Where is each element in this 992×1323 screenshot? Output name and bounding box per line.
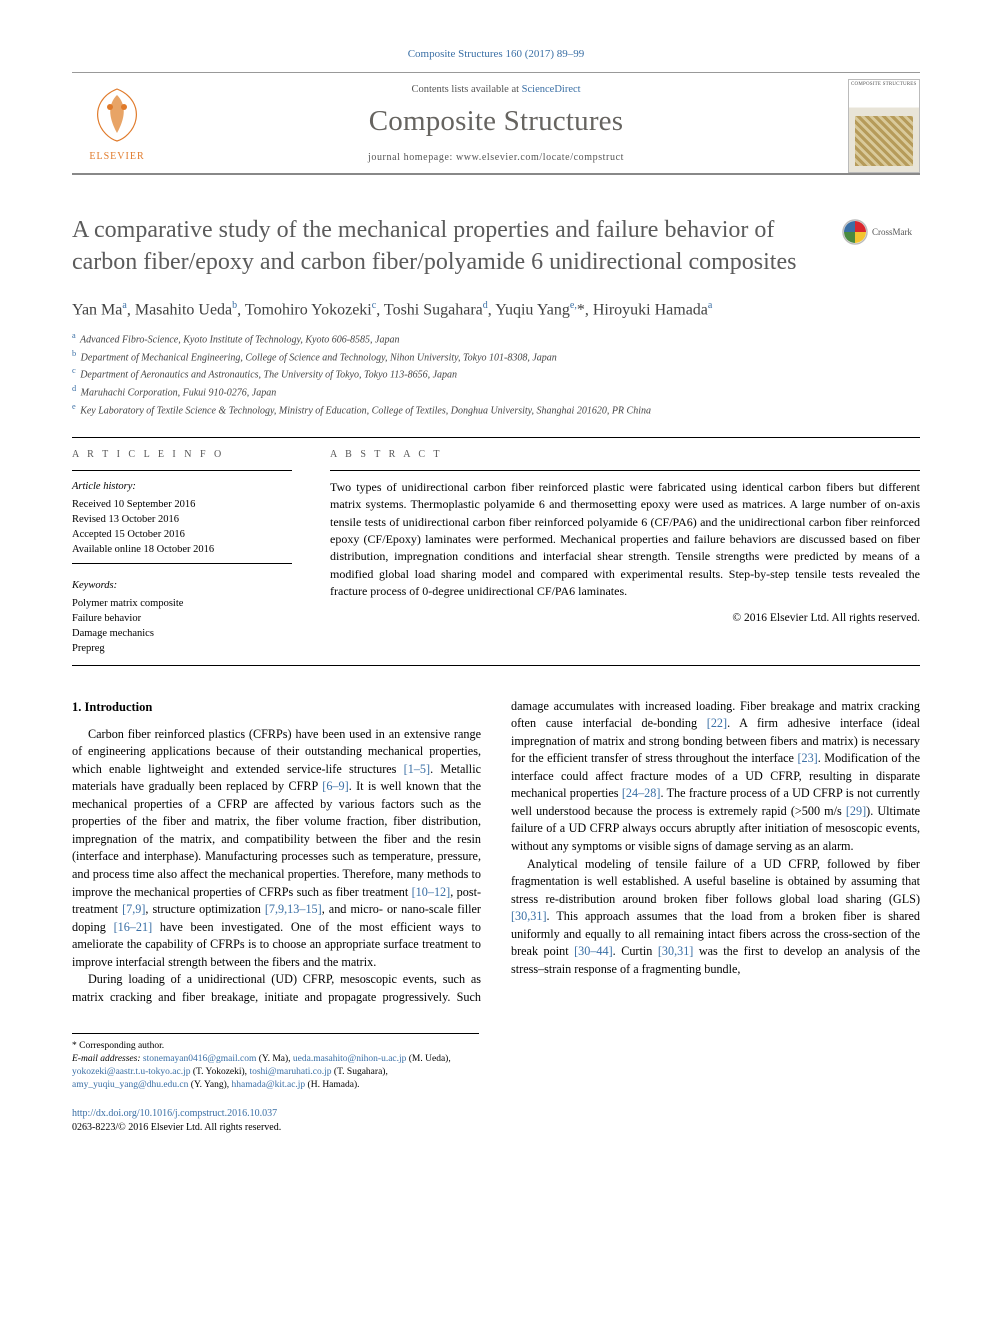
contents-lists-line: Contents lists available at ScienceDirec… [162, 84, 830, 95]
keyword-line: Prepreg [72, 641, 292, 656]
citation-line: Composite Structures 160 (2017) 89–99 [72, 48, 920, 60]
body-paragraph: Analytical modeling of tensile failure o… [511, 856, 920, 979]
citation-ref[interactable]: [23] [797, 751, 817, 765]
email-who: (T. Yokozeki), [191, 1067, 248, 1077]
email-who: (M. Ueda), [406, 1054, 450, 1064]
citation-ref[interactable]: [30,31] [658, 944, 694, 958]
info-abstract-row: A R T I C L E I N F O Article history: R… [72, 448, 920, 657]
email-who: (Y. Ma), [256, 1054, 290, 1064]
history-line: Received 10 September 2016 [72, 497, 292, 512]
history-label: Article history: [72, 479, 292, 494]
corresponding-footer: * Corresponding author. E-mail addresses… [72, 1033, 479, 1093]
citation-link[interactable]: Composite Structures 160 (2017) 89–99 [408, 48, 585, 60]
history-lines: Received 10 September 2016Revised 13 Oct… [72, 497, 292, 558]
journal-homepage-line: journal homepage: www.elsevier.com/locat… [162, 152, 830, 163]
elsevier-logo-icon: ELSEVIER [82, 85, 152, 167]
citation-ref[interactable]: [6–9] [322, 779, 348, 793]
citation-ref[interactable]: [29] [846, 804, 866, 818]
doi-link[interactable]: http://dx.doi.org/10.1016/j.compstruct.2… [72, 1108, 277, 1119]
cover-thumb-block: COMPOSITE STRUCTURES [830, 79, 920, 173]
affiliation-line: e Key Laboratory of Textile Science & Te… [72, 401, 920, 419]
history-line: Revised 13 October 2016 [72, 512, 292, 527]
crossmark-icon [842, 219, 868, 245]
citation-ref[interactable]: [10–12] [412, 885, 451, 899]
email-who: (H. Hamada). [305, 1080, 359, 1090]
email-link[interactable]: stonemayan0416@gmail.com [143, 1054, 257, 1064]
citation-ref[interactable]: [7,9,13–15] [265, 902, 322, 916]
journal-name: Composite Structures [162, 105, 830, 138]
journal-homepage-url[interactable]: www.elsevier.com/locate/compstruct [456, 152, 624, 163]
email-block: E-mail addresses: stonemayan0416@gmail.c… [72, 1053, 479, 1093]
journal-cover-icon: COMPOSITE STRUCTURES [848, 79, 920, 173]
email-label: E-mail addresses: [72, 1054, 141, 1064]
citation-ref[interactable]: [30–44] [574, 944, 613, 958]
affiliation-line: c Department of Aeronautics and Astronau… [72, 365, 920, 383]
publisher-logo-block: ELSEVIER [72, 85, 162, 167]
doi-block: http://dx.doi.org/10.1016/j.compstruct.2… [72, 1107, 920, 1135]
article-title: A comparative study of the mechanical pr… [72, 215, 824, 278]
email-link[interactable]: toshi@maruhati.co.jp [249, 1067, 331, 1077]
crossmark-badge[interactable]: CrossMark [842, 219, 920, 245]
divider [72, 437, 920, 438]
title-row: A comparative study of the mechanical pr… [72, 215, 920, 278]
crossmark-label: CrossMark [872, 227, 912, 237]
email-link[interactable]: yokozeki@aastr.t.u-tokyo.ac.jp [72, 1067, 191, 1077]
divider [72, 665, 920, 666]
history-line: Available online 18 October 2016 [72, 542, 292, 557]
email-link[interactable]: ueda.masahito@nihon-u.ac.jp [293, 1054, 406, 1064]
citation-ref[interactable]: [22] [707, 716, 727, 730]
history-line: Accepted 15 October 2016 [72, 527, 292, 542]
keywords-label: Keywords: [72, 578, 292, 593]
abstract-label: A B S T R A C T [330, 448, 920, 462]
affiliation-line: b Department of Mechanical Engineering, … [72, 348, 920, 366]
abstract-text: Two types of unidirectional carbon fiber… [330, 479, 920, 600]
section-heading: 1. Introduction [72, 698, 481, 716]
keyword-line: Polymer matrix composite [72, 596, 292, 611]
email-link[interactable]: hhamada@kit.ac.jp [232, 1080, 306, 1090]
email-who: (Y. Yang), [188, 1080, 229, 1090]
email-who: (T. Sugahara), [332, 1067, 388, 1077]
svg-text:ELSEVIER: ELSEVIER [89, 151, 144, 162]
citation-ref[interactable]: [1–5] [404, 762, 430, 776]
affiliations: a Advanced Fibro-Science, Kyoto Institut… [72, 330, 920, 419]
body-paragraph: Carbon fiber reinforced plastics (CFRPs)… [72, 726, 481, 972]
article-info-column: A R T I C L E I N F O Article history: R… [72, 448, 292, 657]
issn-copyright: 0263-8223/© 2016 Elsevier Ltd. All right… [72, 1122, 281, 1133]
page: Composite Structures 160 (2017) 89–99 EL… [0, 0, 992, 1175]
abstract-copyright: © 2016 Elsevier Ltd. All rights reserved… [330, 610, 920, 627]
sciencedirect-link[interactable]: ScienceDirect [522, 84, 581, 95]
citation-ref[interactable]: [16–21] [114, 920, 153, 934]
authors-line: Yan Maa, Masahito Uedab, Tomohiro Yokoze… [72, 300, 920, 319]
citation-ref[interactable]: [7,9] [122, 902, 145, 916]
journal-header: ELSEVIER Contents lists available at Sci… [72, 72, 920, 175]
citation-ref[interactable]: [30,31] [511, 909, 547, 923]
citation-ref[interactable]: [24–28] [622, 786, 661, 800]
email-link[interactable]: amy_yuqiu_yang@dhu.edu.cn [72, 1080, 188, 1090]
abstract-column: A B S T R A C T Two types of unidirectio… [330, 448, 920, 657]
article-info-label: A R T I C L E I N F O [72, 448, 292, 463]
keyword-lines: Polymer matrix compositeFailure behavior… [72, 596, 292, 657]
body-columns: 1. Introduction Carbon fiber reinforced … [72, 698, 920, 1007]
corresponding-label: * Corresponding author. [72, 1040, 479, 1053]
affiliation-line: a Advanced Fibro-Science, Kyoto Institut… [72, 330, 920, 348]
keyword-line: Damage mechanics [72, 626, 292, 641]
keyword-line: Failure behavior [72, 611, 292, 626]
header-center: Contents lists available at ScienceDirec… [162, 80, 830, 173]
affiliation-line: d Maruhachi Corporation, Fukui 910-0276,… [72, 383, 920, 401]
